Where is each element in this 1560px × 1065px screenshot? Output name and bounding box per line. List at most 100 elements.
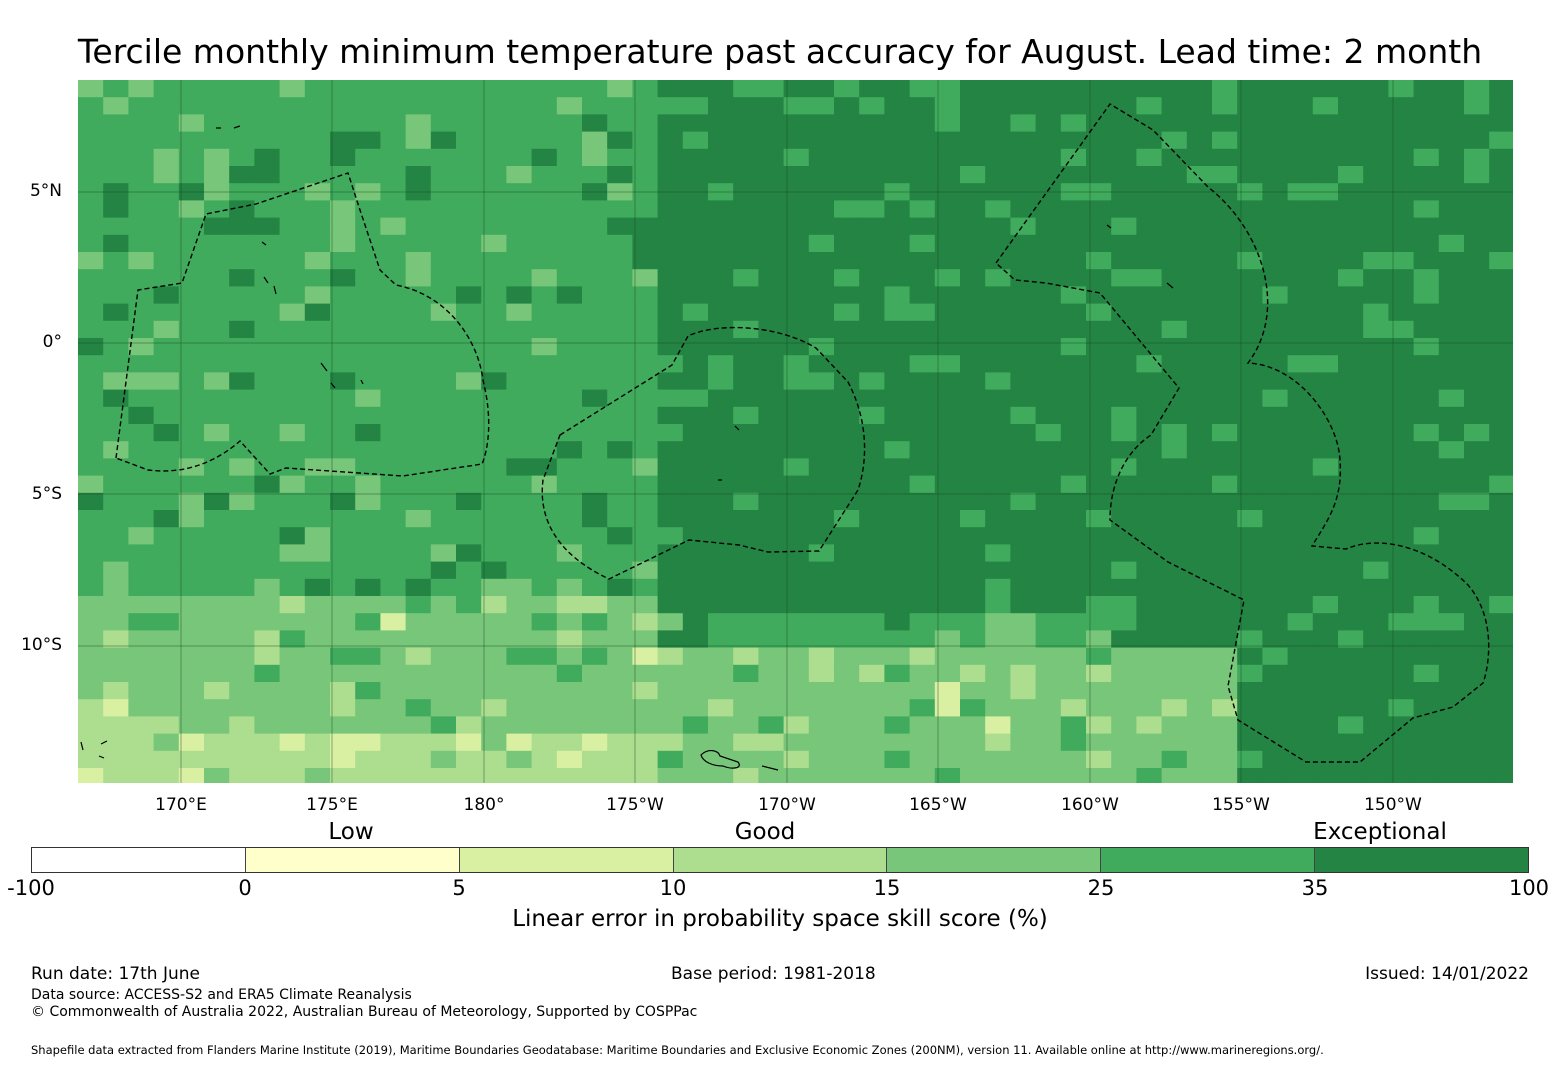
grid-cell <box>1262 613 1289 631</box>
grid-cell <box>607 286 633 305</box>
grid-cell <box>128 699 155 717</box>
grid-cell <box>405 441 432 459</box>
grid-cell <box>582 441 608 459</box>
grid-cell <box>960 647 986 666</box>
grid-cell <box>607 510 633 528</box>
grid-cell <box>1489 630 1513 649</box>
grid-cell <box>985 561 1011 580</box>
grid-cell <box>204 441 230 459</box>
grid-cell <box>1438 80 1465 98</box>
grid-cell <box>909 234 936 253</box>
grid-cell <box>153 578 180 597</box>
grid-cell <box>1287 768 1314 783</box>
grid-cell <box>1186 389 1213 408</box>
grid-cell <box>531 217 558 236</box>
grid-cell <box>254 252 281 270</box>
grid-cell <box>783 269 810 287</box>
grid-cell <box>1186 733 1213 752</box>
grid-cell <box>1388 441 1415 459</box>
grid-cell <box>380 647 407 666</box>
grid-cell <box>1161 647 1188 666</box>
grid-cell <box>582 286 608 305</box>
grid-cell <box>1060 424 1087 442</box>
grid-cell <box>254 613 281 631</box>
grid-cell <box>783 682 810 700</box>
grid-cell <box>1111 406 1137 425</box>
grid-cell <box>1287 527 1314 545</box>
grid-cell <box>1111 234 1137 253</box>
grid-cell <box>808 510 835 528</box>
grid-cell <box>279 114 306 133</box>
grid-cell <box>733 475 759 494</box>
grid-cell <box>934 338 961 356</box>
grid-cell <box>456 424 482 442</box>
grid-cell <box>556 114 583 133</box>
grid-cell <box>1312 750 1339 769</box>
grid-cell <box>1035 338 1062 356</box>
grid-cell <box>204 510 230 528</box>
grid-cell <box>1161 252 1188 270</box>
grid-cell <box>178 252 205 270</box>
grid-cell <box>1464 682 1490 700</box>
grid-cell <box>708 527 734 545</box>
grid-cell <box>1312 441 1339 459</box>
grid-cell <box>380 492 407 511</box>
grid-cell <box>1111 252 1137 270</box>
grid-cell <box>1489 166 1513 184</box>
grid-cell <box>330 441 356 459</box>
grid-cell <box>632 217 659 236</box>
grid-cell <box>1464 372 1490 391</box>
grid-cell <box>1287 510 1314 528</box>
grid-cell <box>78 630 104 649</box>
grid-cell <box>934 320 961 339</box>
grid-cell <box>1413 200 1440 219</box>
grid-cell <box>556 699 583 717</box>
grid-cell <box>128 716 155 735</box>
grid-cell <box>1312 252 1339 270</box>
grid-cell <box>456 544 482 563</box>
grid-cell <box>1111 200 1137 219</box>
grid-cell <box>330 303 356 322</box>
grid-cell <box>758 97 785 115</box>
grid-cell <box>355 613 381 631</box>
grid-cell <box>1262 269 1289 287</box>
grid-cell <box>632 338 659 356</box>
grid-cell <box>582 269 608 287</box>
grid-cell <box>1086 647 1112 666</box>
grid-cell <box>834 389 860 408</box>
grid-cell <box>1489 475 1513 494</box>
grid-cell <box>430 578 457 597</box>
grid-cell <box>380 97 407 115</box>
grid-cell <box>1438 320 1465 339</box>
grid-cell <box>531 527 558 545</box>
grid-cell <box>783 234 810 253</box>
grid-cell <box>128 768 155 783</box>
grid-cell <box>330 510 356 528</box>
grid-cell <box>1212 217 1238 236</box>
grid-cell <box>1312 97 1339 115</box>
grid-cell <box>884 252 911 270</box>
grid-cell <box>1010 372 1037 391</box>
grid-cell <box>1489 131 1513 150</box>
grid-cell <box>380 166 407 184</box>
grid-cell <box>934 183 961 201</box>
grid-cell <box>1489 406 1513 425</box>
grid-cell <box>178 475 205 494</box>
grid-cell <box>254 183 281 201</box>
grid-cell <box>834 544 860 563</box>
grid-cell <box>985 372 1011 391</box>
grid-cell <box>960 166 986 184</box>
grid-cell <box>1086 441 1112 459</box>
grid-cell <box>1489 768 1513 783</box>
grid-cell <box>909 613 936 631</box>
grid-cell <box>103 183 129 201</box>
grid-cell <box>380 303 407 322</box>
grid-cell <box>254 406 281 425</box>
grid-cell <box>582 424 608 442</box>
grid-cell <box>985 166 1011 184</box>
grid-cell <box>909 750 936 769</box>
grid-cell <box>1035 80 1062 98</box>
grid-cell <box>1136 372 1163 391</box>
grid-cell <box>985 234 1011 253</box>
copyright-notice: © Commonwealth of Australia 2022, Austra… <box>31 1004 698 1020</box>
